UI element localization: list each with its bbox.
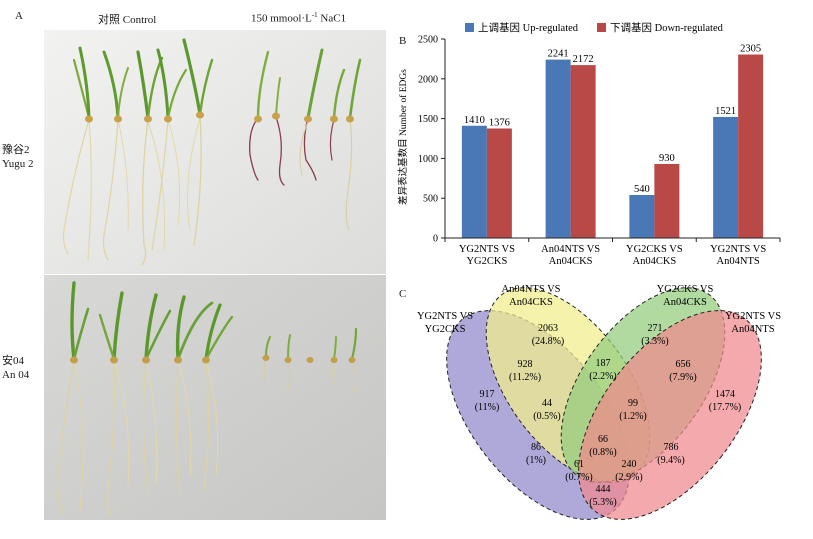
region-count: 271 xyxy=(648,323,663,334)
x-category-label: YG2NTS VS xyxy=(710,244,766,255)
set-label-4-line1: YG2NTS VS xyxy=(725,311,781,322)
x-category-label: YG2NTS VS xyxy=(459,244,515,255)
region-count: 86 xyxy=(531,442,541,453)
region-count: 66 xyxy=(598,434,608,445)
legend-label-down: 下调基因 Down-regulated xyxy=(610,21,724,34)
region-pct: (0.7%) xyxy=(565,472,593,483)
seedling-photo-yugu2-graphic xyxy=(44,30,386,274)
bar-value-label: 2241 xyxy=(548,49,569,60)
set-label-4-line2: An04NTS xyxy=(731,324,774,335)
region-count: 99 xyxy=(628,398,638,409)
bar-chart: 上调基因 Up-regulated 下调基因 Down-regulated 差异… xyxy=(397,21,781,267)
set-label-3-line2: An04CKS xyxy=(663,297,707,308)
bar-value-label: 1376 xyxy=(489,117,510,128)
region-pct: (5.3%) xyxy=(589,497,617,508)
bar-down xyxy=(486,128,512,238)
x-category-label: An04CKS xyxy=(549,256,593,267)
row-label-yugu2-en: Yugu 2 xyxy=(2,158,34,170)
x-category-label: An04NTS xyxy=(717,256,760,267)
bar-value-label: 930 xyxy=(659,153,675,164)
bar-up xyxy=(545,59,571,239)
row-label-an04-en: An 04 xyxy=(2,369,30,381)
y-tick-label: 1000 xyxy=(418,154,438,165)
bar-value-label: 1521 xyxy=(715,106,736,117)
region-pct: (1%) xyxy=(526,455,546,466)
region-count: 1474 xyxy=(715,389,735,400)
region-count: 786 xyxy=(664,442,679,453)
y-axis-label: 差异表达基数目 Number of EDGs xyxy=(397,69,409,205)
row-label-yugu2: 豫谷2 Yugu 2 xyxy=(2,143,33,171)
legend-label-up: 上调基因 Up-regulated xyxy=(478,21,579,34)
bar-value-label: 2172 xyxy=(573,54,594,65)
panel-c-letter: C xyxy=(399,288,407,300)
set-label-1-line2: YG2CKS xyxy=(425,324,466,335)
seedling-photo-an04-graphic xyxy=(44,275,386,520)
region-pct: (11%) xyxy=(475,402,500,413)
set-label-1-line1: YG2NTS VS xyxy=(417,311,473,322)
legend-swatch-down xyxy=(597,23,606,32)
bar-up xyxy=(713,116,739,238)
bar-up xyxy=(461,125,487,238)
salt-label-sup: -1 xyxy=(311,11,318,19)
x-category-label: YG2CKS VS xyxy=(626,244,683,255)
panel-a-letter: A xyxy=(15,10,23,22)
region-pct: (2.9%) xyxy=(615,472,643,483)
bar-up xyxy=(629,195,655,238)
bar-down xyxy=(570,65,596,238)
region-pct: (17.7%) xyxy=(709,402,742,413)
region-pct: (3.3%) xyxy=(641,336,669,347)
legend-swatch-up xyxy=(465,23,474,32)
region-pct: (24.8%) xyxy=(532,336,565,347)
region-pct: (2.2%) xyxy=(589,371,617,382)
region-pct: (11.2%) xyxy=(509,372,541,383)
region-count: 61 xyxy=(574,459,584,470)
y-tick-label: 1500 xyxy=(418,114,438,125)
x-category-label: YG2CKS xyxy=(466,256,507,267)
venn-ellipse-yg2nts-vs-an04nts xyxy=(578,310,762,520)
x-category-label: An04NTS VS xyxy=(541,244,600,255)
row-label-an04: 安04 An 04 xyxy=(2,354,29,382)
bar-value-label: 540 xyxy=(634,184,650,195)
set-label-2-line1: An04NTS VS xyxy=(501,284,560,295)
region-pct: (9.4%) xyxy=(657,455,685,466)
region-pct: (7.9%) xyxy=(669,372,697,383)
bar-down xyxy=(738,54,764,238)
region-pct: (0.8%) xyxy=(589,447,617,458)
control-column-label: 对照 Control xyxy=(98,14,157,26)
bar-value-label: 1410 xyxy=(464,115,485,126)
venn-diagram: YG2NTS VS YG2CKS An04NTS VS An04CKS YG2C… xyxy=(417,284,781,520)
bars-layer: 1410 1376 2241 2172 540 930 1521 2305 xyxy=(461,44,764,239)
salt-label-prefix: 150 mmool·L xyxy=(251,12,312,25)
salt-column-label: 150 mmool·L-1 NaC1 xyxy=(251,11,346,25)
region-pct: (1.2%) xyxy=(619,411,647,422)
salt-label-suffix: NaC1 xyxy=(317,12,347,25)
y-tick-label: 500 xyxy=(423,194,438,205)
set-label-3-line1: YG2CKS VS xyxy=(657,284,714,295)
bar-down xyxy=(654,163,680,238)
region-count: 187 xyxy=(596,358,611,369)
row-label-an04-cn: 安04 xyxy=(2,355,24,367)
region-count: 444 xyxy=(596,484,611,495)
row-label-yugu2-cn: 豫谷2 xyxy=(2,144,30,156)
y-tick-label: 2000 xyxy=(418,74,438,85)
region-pct: (0.5%) xyxy=(533,411,561,422)
region-count: 656 xyxy=(676,359,691,370)
y-tick-label: 0 xyxy=(433,234,438,245)
seedling-photo-yugu2 xyxy=(44,30,386,274)
bar-value-label: 2305 xyxy=(740,44,761,55)
x-category-label: An04CKS xyxy=(632,256,676,267)
panel-b-letter: B xyxy=(399,35,407,47)
region-count: 917 xyxy=(480,389,495,400)
region-count: 2063 xyxy=(538,323,558,334)
region-count: 240 xyxy=(622,459,637,470)
region-count: 44 xyxy=(542,398,552,409)
set-label-2-line2: An04CKS xyxy=(509,297,553,308)
seedling-photo-an04 xyxy=(44,275,386,520)
y-tick-label: 2500 xyxy=(418,35,438,46)
region-count: 928 xyxy=(518,359,533,370)
